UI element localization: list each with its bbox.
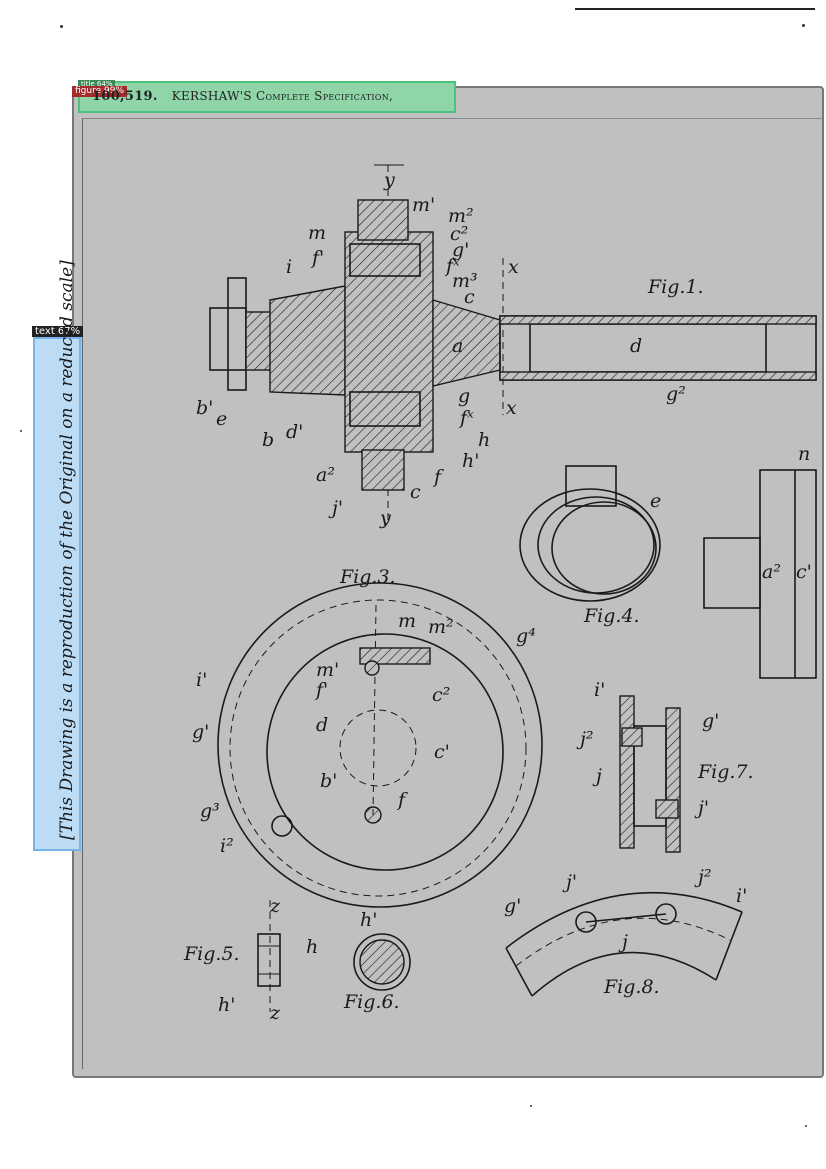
label-e: e xyxy=(216,408,227,430)
label-fx2: fˣ xyxy=(458,407,474,429)
label-f5-z2: z xyxy=(269,1002,281,1024)
label-h1: h' xyxy=(462,450,479,472)
label-f3-i1: i' xyxy=(196,669,207,691)
fig-8-title: Fig.8. xyxy=(603,976,660,998)
label-c: c xyxy=(464,286,475,308)
label-f: f xyxy=(432,466,444,488)
label-f8-j: j xyxy=(618,931,628,953)
label-y-top: y xyxy=(383,169,395,191)
figure-5: z h h' z Fig.5. xyxy=(183,895,318,1024)
label-e4: e xyxy=(650,490,661,512)
label-d1: d' xyxy=(286,421,303,443)
label-g2: g² xyxy=(666,383,686,405)
fig-1-title: Fig.1. xyxy=(647,276,704,298)
label-m: m xyxy=(308,222,326,244)
label-f3-f1: f' xyxy=(314,679,328,701)
label-a: a xyxy=(452,335,463,357)
label-f1: f' xyxy=(310,247,324,269)
label-f3-g3: g³ xyxy=(200,800,220,822)
label-c1-right: c' xyxy=(796,561,812,583)
label-f5-z: z xyxy=(269,895,281,917)
label-d: d xyxy=(630,335,642,357)
figure-1: y m' m² m c² g' f' fˣ m³ x i c a d b' e … xyxy=(196,165,816,529)
label-f5-h: h xyxy=(306,936,318,958)
label-f3-c2: c² xyxy=(432,684,450,706)
label-f8-i1: i' xyxy=(736,885,747,907)
label-f7-j1: j' xyxy=(694,797,709,819)
label-f3-c1: c' xyxy=(434,741,450,763)
label-n: n xyxy=(798,443,810,465)
label-f7-j2: j² xyxy=(576,728,594,750)
label-b1: b' xyxy=(196,397,213,419)
label-c-low: c xyxy=(410,481,421,503)
label-h: h xyxy=(478,429,490,451)
figure-7: i' g' j² j j' Fig.7. xyxy=(576,679,754,852)
label-a2-right: a² xyxy=(762,561,781,583)
label-y-bot: y xyxy=(379,507,391,529)
label-f3-d: d xyxy=(316,714,328,736)
label-f8-j1: j' xyxy=(562,871,577,893)
fig-5-title: Fig.5. xyxy=(183,943,240,965)
label-f5-h1: h' xyxy=(218,994,235,1016)
label-f7-j: j xyxy=(592,765,602,787)
label-f3-g4: g⁴ xyxy=(516,625,536,647)
fig-7-title: Fig.7. xyxy=(697,761,754,783)
figure-6: h' Fig.6. xyxy=(343,909,410,1013)
label-f7-g1: g' xyxy=(702,710,719,732)
label-f3-m: m xyxy=(398,610,416,632)
label-f3-i2: i² xyxy=(220,835,234,857)
label-b: b xyxy=(262,429,274,451)
label-i: i xyxy=(286,256,292,278)
label-f8-g1: g' xyxy=(504,895,521,917)
fig-6-title: Fig.6. xyxy=(343,991,400,1013)
label-f6-h1: h' xyxy=(360,909,377,931)
label-f3-b: b' xyxy=(320,770,337,792)
right-edge-figure: n a² c' xyxy=(704,443,816,678)
label-f8-j2: j² xyxy=(694,866,712,888)
label-j1: j' xyxy=(328,497,343,519)
label-f3-m2: m² xyxy=(428,616,454,638)
label-a2: a² xyxy=(316,464,335,486)
figure-3: Fig.3. m m² g⁴ i' m' f' c² g' d c' b' f … xyxy=(192,566,542,907)
label-f3-g1: g' xyxy=(192,721,209,743)
figure-4: e Fig.4. xyxy=(520,466,661,627)
label-g: g xyxy=(458,385,470,407)
label-f3-f: f xyxy=(396,789,408,811)
label-x-bot: x xyxy=(506,397,517,419)
figure-8: j' j² g' i' j Fig.8. xyxy=(504,866,747,998)
fig-4-title: Fig.4. xyxy=(583,605,640,627)
fig-3-title: Fig.3. xyxy=(339,566,396,588)
label-m1: m' xyxy=(412,194,435,216)
label-f7-i1: i' xyxy=(594,679,605,701)
label-x-top: x xyxy=(508,256,519,278)
label-f3-m1: m' xyxy=(316,659,339,681)
